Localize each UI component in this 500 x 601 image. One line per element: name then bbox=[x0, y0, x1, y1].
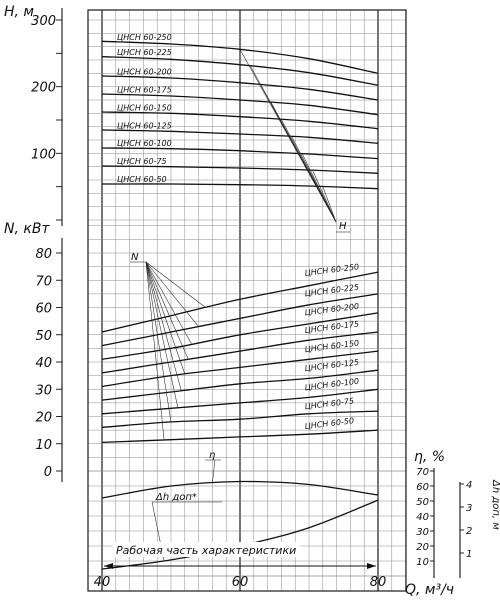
head-tick-label: 300 bbox=[31, 14, 56, 29]
head-axis-label: H, м bbox=[4, 4, 34, 20]
power-curve bbox=[101, 312, 379, 360]
power-tick-label: 50 bbox=[35, 329, 52, 344]
head-curve-label: ЦНСН 60-125 bbox=[117, 121, 172, 130]
leader-lines bbox=[104, 49, 376, 569]
power-axis-label: N, кВт bbox=[4, 221, 50, 237]
head-curve-label: ЦНСН 60-175 bbox=[117, 85, 172, 94]
head-curve-label: ЦНСН 60-250 bbox=[117, 33, 172, 42]
power-curve-label: ЦНСН 60-125 bbox=[304, 358, 359, 374]
head-curve-label: ЦНСН 60-100 bbox=[117, 139, 172, 148]
working-range-label-bg bbox=[112, 542, 300, 557]
power-curve bbox=[101, 388, 379, 415]
head-leader bbox=[301, 153, 337, 223]
power-tick-label: 70 bbox=[35, 274, 52, 289]
power-curve bbox=[101, 410, 379, 429]
efficiency-tick-label: 30 bbox=[416, 527, 429, 538]
efficiency-tick-label: 20 bbox=[416, 542, 429, 553]
npsh-tick-label: 4 bbox=[466, 480, 472, 491]
head-tick-label: 200 bbox=[31, 81, 56, 96]
power-curves bbox=[101, 271, 379, 444]
npsh-tick-label: 1 bbox=[466, 549, 472, 560]
efficiency-curve bbox=[101, 480, 379, 499]
head-curve-label: ЦНСН 60-75 bbox=[117, 157, 167, 166]
head-curve bbox=[101, 56, 379, 86]
head-curve-label: ЦНСН 60-50 bbox=[117, 175, 167, 184]
power-tick-label: 40 bbox=[35, 356, 52, 371]
panel-borders bbox=[87, 9, 407, 592]
efficiency-axis-label: η, % bbox=[414, 449, 445, 465]
flow-tick-label: 40 bbox=[94, 575, 111, 590]
efficiency-leader bbox=[212, 459, 216, 484]
head-leader bbox=[322, 186, 337, 223]
head-curve bbox=[101, 129, 379, 144]
npsh-tick-label: 3 bbox=[466, 503, 472, 514]
head-tick-label: 100 bbox=[31, 147, 56, 162]
power-pointer-label: N bbox=[131, 252, 139, 263]
power-tick-label: 60 bbox=[35, 302, 52, 317]
head-curve bbox=[101, 75, 379, 101]
power-tick-label: 80 bbox=[35, 247, 52, 262]
power-curve-label: ЦНСН 60-150 bbox=[304, 339, 359, 355]
power-tick-label: 0 bbox=[44, 465, 52, 480]
power-leader bbox=[145, 261, 189, 360]
head-curve-label: ЦНСН 60-200 bbox=[117, 67, 172, 76]
power-curve bbox=[101, 429, 379, 444]
power-curve-label: ЦНСН 60-50 bbox=[304, 416, 354, 431]
power-tick-label: 10 bbox=[35, 438, 52, 453]
power-curve bbox=[101, 369, 379, 401]
power-leader bbox=[145, 261, 182, 391]
head-curve bbox=[101, 147, 379, 160]
head-curve bbox=[101, 40, 379, 74]
efficiency-curve-label: η bbox=[209, 450, 215, 461]
power-curve-label: ЦНСН 60-250 bbox=[304, 262, 359, 278]
head-pointer-label: H bbox=[339, 221, 347, 232]
power-leader bbox=[145, 261, 179, 408]
power-leader bbox=[145, 261, 186, 375]
flow-tick-label: 80 bbox=[370, 575, 387, 590]
power-curve-label: ЦНСН 60-175 bbox=[304, 319, 359, 335]
power-curve-label: ЦНСН 60-75 bbox=[304, 396, 354, 411]
power-curve-label: ЦНСН 60-100 bbox=[304, 377, 359, 393]
working-range-arrow-left bbox=[104, 563, 113, 569]
head-curves bbox=[101, 40, 379, 190]
power-leader bbox=[145, 261, 172, 422]
head-curve bbox=[101, 165, 379, 174]
efficiency-tick-label: 60 bbox=[416, 482, 429, 493]
efficiency-tick-label: 70 bbox=[416, 467, 429, 478]
flow-tick-label: 60 bbox=[232, 575, 249, 590]
efficiency-tick-label: 10 bbox=[416, 557, 429, 568]
efficiency-tick-label: 50 bbox=[416, 497, 429, 508]
power-tick-label: 30 bbox=[35, 383, 52, 398]
power-leader bbox=[145, 261, 165, 440]
power-curve bbox=[101, 350, 379, 388]
head-curve-label: ЦНСН 60-225 bbox=[117, 48, 172, 57]
head-curve bbox=[101, 93, 379, 116]
power-curve bbox=[101, 271, 379, 333]
npsh-curve-label: Δh доп* bbox=[155, 492, 197, 503]
power-leader bbox=[145, 261, 199, 327]
flow-axis-label: Q, м³/ч bbox=[405, 582, 454, 598]
head-leader bbox=[312, 170, 337, 223]
head-curve bbox=[101, 183, 379, 190]
power-curve bbox=[101, 293, 379, 347]
npsh-axis-label: Δh доп, м bbox=[490, 479, 500, 530]
efficiency-tick-label: 40 bbox=[416, 512, 429, 523]
working-range-label: Рабочая часть характеристики bbox=[116, 544, 296, 557]
head-curve-label: ЦНСН 60-150 bbox=[117, 103, 172, 112]
npsh-tick-label: 2 bbox=[466, 526, 472, 537]
power-curve bbox=[101, 331, 379, 374]
working-range-arrow-right bbox=[367, 563, 376, 569]
power-tick-label: 20 bbox=[35, 411, 52, 426]
head-curve bbox=[101, 111, 379, 130]
power-leader bbox=[145, 261, 192, 345]
power-leader bbox=[145, 261, 206, 308]
